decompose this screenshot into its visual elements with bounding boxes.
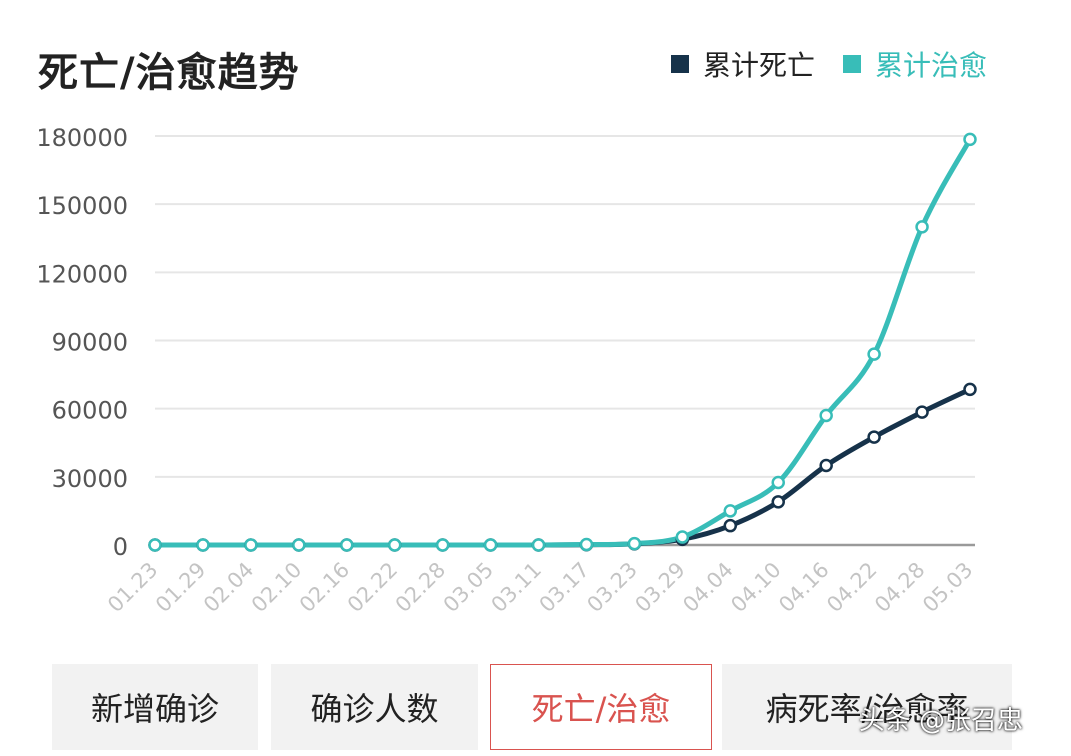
series-1-point	[531, 538, 546, 552]
tab-confirmed-total[interactable]: 确诊人数	[271, 664, 478, 750]
series-1-point	[387, 538, 402, 552]
x-tick-label: 03.23	[582, 558, 641, 617]
series-1-point	[148, 538, 162, 552]
series-1-point	[963, 132, 977, 147]
tab-new-confirmed[interactable]: 新增确诊	[52, 664, 258, 750]
watermark: 头条 @张召忠	[858, 706, 1023, 736]
x-tick-label: 02.28	[391, 558, 450, 617]
series-0-point	[771, 495, 785, 509]
line-chart: 030000600009000012000015000018000001.230…	[36, 124, 977, 617]
x-tick-label: 03.29	[630, 558, 689, 617]
legend-swatch-recovered	[842, 55, 861, 73]
tab-deaths-recovered[interactable]: 死亡/治愈	[490, 664, 712, 750]
y-tick-label: 180000	[36, 124, 128, 152]
series-1-point	[723, 504, 738, 518]
x-tick-label: 04.28	[870, 558, 929, 617]
series-1-point	[819, 408, 833, 423]
y-tick-label: 60000	[52, 397, 128, 425]
legend: 累计死亡 累计治愈	[670, 44, 987, 84]
x-tick-label: 04.22	[822, 558, 881, 617]
legend-label-deaths: 累计死亡	[702, 49, 815, 82]
series-0-point	[819, 458, 833, 473]
legend-label-recovered: 累计治愈	[874, 49, 987, 82]
x-tick-label: 04.10	[726, 558, 785, 617]
y-tick-label: 30000	[52, 465, 128, 493]
tab-fatality-recovery-rate[interactable]: 病死率/治愈率	[722, 664, 1012, 750]
y-tick-label: 120000	[36, 260, 128, 288]
series-1-point	[196, 538, 210, 552]
series-0-point	[915, 405, 929, 419]
series-1-point	[435, 538, 450, 552]
x-tick-label: 03.17	[535, 558, 594, 617]
chart-title: 死亡/治愈趋势	[38, 50, 300, 96]
series-1-point	[292, 538, 306, 552]
x-tick-label: 05.03	[918, 558, 977, 617]
series-1-point	[915, 220, 929, 234]
series-line-1	[152, 136, 973, 548]
x-tick-label: 02.04	[199, 558, 258, 617]
chart-tabs: 新增确诊 确诊人数 死亡/治愈 病死率/治愈率	[52, 664, 1012, 750]
series-1-point	[340, 538, 354, 552]
legend-item-recovered[interactable]: 累计治愈	[842, 44, 987, 84]
legend-swatch-deaths	[670, 55, 689, 73]
series-1-point	[675, 530, 690, 544]
series-0-point	[867, 430, 881, 444]
x-tick-label: 04.16	[774, 558, 833, 617]
x-tick-label: 03.05	[439, 558, 498, 617]
x-tick-label: 02.10	[247, 558, 306, 617]
x-tick-label: 01.29	[151, 558, 210, 617]
series-line-0	[152, 386, 973, 548]
series-0-point	[723, 518, 738, 533]
x-tick-label: 01.23	[103, 558, 162, 617]
x-tick-label: 02.22	[343, 558, 402, 617]
y-tick-label: 90000	[52, 329, 128, 357]
x-tick-label: 02.16	[295, 558, 354, 617]
series-1-point	[483, 538, 498, 552]
y-tick-label: 0	[113, 533, 128, 561]
x-tick-label: 04.04	[678, 558, 737, 617]
series-0-point	[963, 382, 977, 397]
legend-item-deaths[interactable]: 累计死亡	[670, 44, 815, 84]
series-1-point	[244, 538, 258, 552]
x-tick-label: 03.11	[487, 558, 546, 617]
series-1-point	[771, 475, 785, 490]
series-1-point	[867, 347, 881, 361]
series-1-point	[579, 537, 594, 552]
y-tick-label: 150000	[36, 192, 128, 220]
series-1-point	[627, 536, 642, 551]
